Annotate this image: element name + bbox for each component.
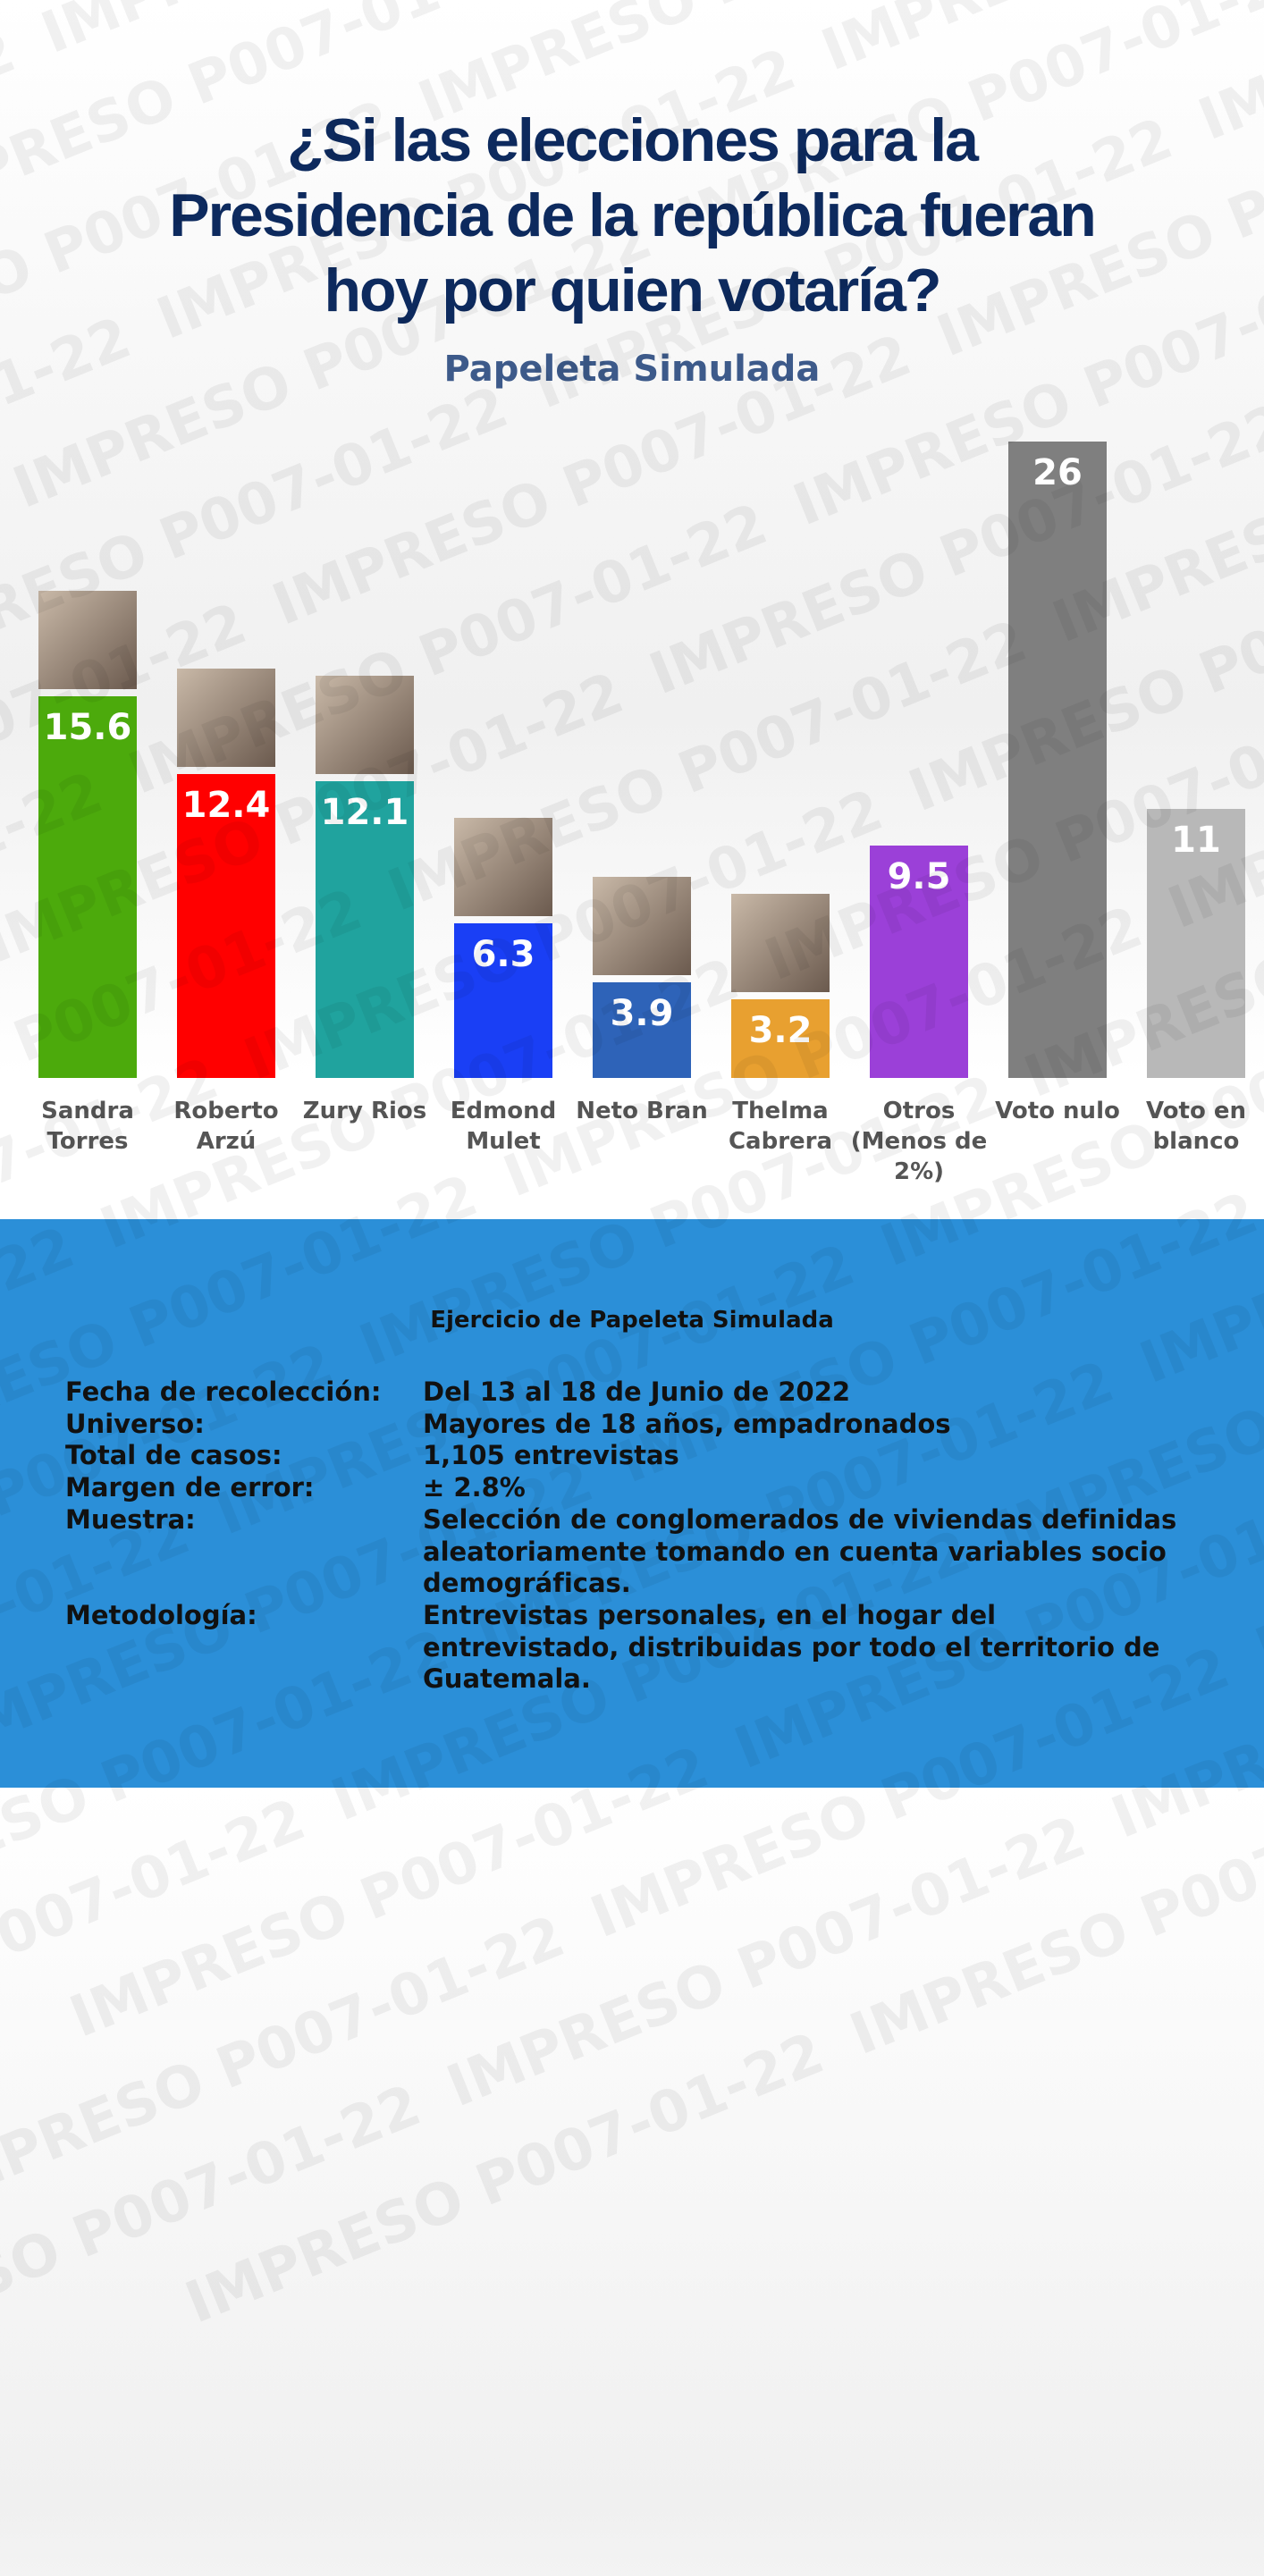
watermark: IMPRESO P007-01-22 — [438, 1804, 1095, 2121]
x-tick-label: Thelma Cabrera — [728, 1098, 833, 1155]
bar — [454, 923, 552, 1078]
info-value: 1,105 entrevistas — [423, 1440, 679, 1471]
x-tick-label: Neto Bran — [576, 1098, 708, 1124]
bar — [1008, 441, 1107, 1078]
value-label: 6.3 — [471, 934, 535, 976]
value-label: 9.5 — [887, 855, 951, 897]
bar — [731, 999, 830, 1078]
info-value: Del 13 al 18 de Junio de 2022 — [423, 1376, 851, 1407]
bar — [316, 781, 414, 1078]
watermark: IMPRESO P007-01-22 — [0, 2072, 430, 2389]
info-value: ± 2.8% — [423, 1472, 526, 1503]
info-row: Universo: Mayores de 18 años, empadronado… — [65, 1409, 1227, 1441]
bar — [38, 695, 137, 1078]
x-tick-label: Voto nulo — [995, 1098, 1120, 1124]
info-title: Ejercicio de Papeleta Simulada — [430, 1307, 834, 1334]
info-row: Muestra: Selección de conglomerados de vi… — [65, 1504, 1227, 1600]
value-label: 15.6 — [43, 706, 132, 748]
info-value: Entrevistas personales, en el hogar del … — [423, 1599, 1160, 1695]
x-tick-label: Otros (Menos de 2%) — [850, 1098, 988, 1185]
chart: 15.6 Sandra Torres 12.4 Roberto Arzú 12.1 Zur… — [0, 0, 1264, 1219]
candidate-photo — [731, 894, 830, 993]
info-value: Mayores de 18 años, empadronados — [423, 1408, 951, 1439]
info-label: Total de casos: — [65, 1440, 282, 1471]
watermark: IMPRESO P007-01-22 — [0, 1786, 315, 2103]
x-tick-label: Sandra Torres — [41, 1098, 134, 1155]
chart-title: ¿Si las elecciones para la Presidencia d… — [169, 106, 1097, 324]
value-label: 3.2 — [748, 1010, 813, 1052]
value-label: 3.9 — [610, 993, 674, 1035]
info-row: Fecha de recolección: Del 13 al 18 de Jun… — [65, 1376, 1227, 1409]
candidate-photo — [593, 877, 691, 976]
watermark: IMPRESO P007-01-22 — [0, 1903, 574, 2220]
info-label: Muestra: — [65, 1503, 196, 1535]
candidate-photo — [454, 818, 552, 917]
watermark: IMPRESO P007-01-22 — [841, 1752, 1264, 2069]
info-row: Metodología: Entrevistas personales, en e… — [65, 1600, 1227, 1696]
x-tick-label: Roberto Arzú — [173, 1098, 279, 1155]
info-panel — [0, 1219, 1264, 1788]
bar — [1147, 808, 1245, 1078]
value-label: 12.1 — [320, 792, 409, 834]
bar — [593, 982, 691, 1078]
info-row: Margen de error: ± 2.8% — [65, 1472, 1227, 1504]
x-tick-label: Edmond Mulet — [450, 1098, 557, 1155]
candidate-photo — [316, 676, 414, 775]
info-label: Fecha de recolección: — [65, 1376, 382, 1407]
info-label: Metodología: — [65, 1599, 257, 1630]
info-label: Margen de error: — [65, 1472, 315, 1503]
value-label: 12.4 — [181, 785, 271, 827]
bar — [177, 774, 275, 1078]
bar — [870, 845, 968, 1078]
chart-subtitle: Papeleta Simulada — [443, 349, 821, 390]
x-tick-label: Voto en blanco — [1145, 1098, 1247, 1155]
x-tick-label: Zury Rios — [302, 1098, 427, 1124]
info-table: Fecha de recolección: Del 13 al 18 de Jun… — [65, 1376, 1227, 1696]
value-label: 11 — [1171, 819, 1221, 861]
info-label: Universo: — [65, 1408, 205, 1439]
info-value: Selección de conglomerados de viviendas … — [423, 1503, 1177, 1599]
candidate-photo — [38, 590, 137, 689]
watermark: IMPRESO P007-01-22 — [176, 2020, 833, 2337]
candidate-photo — [177, 669, 275, 768]
info-row: Total de casos: 1,105 entrevistas — [65, 1440, 1227, 1472]
value-label: 26 — [1032, 451, 1083, 493]
page: ¿Si las elecciones para la Presidencia d… — [0, 0, 1264, 2389]
